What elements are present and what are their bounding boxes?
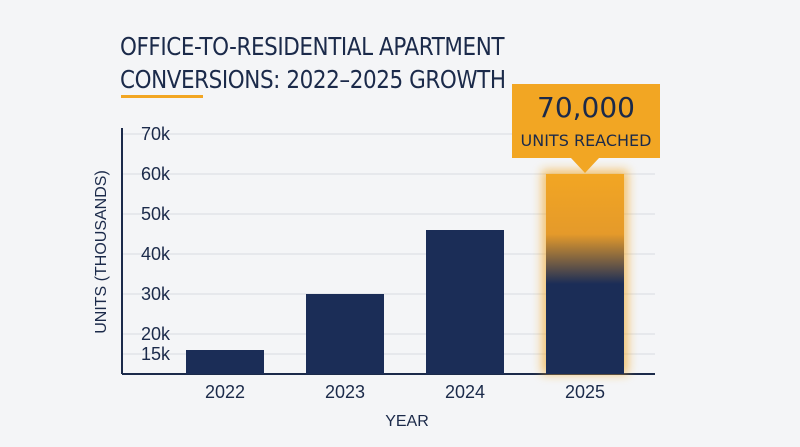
y-tick-label: 50k: [141, 204, 171, 224]
callout-label: UNITS REACHED: [521, 131, 652, 150]
x-tick-label: 2022: [205, 382, 245, 402]
title-underline: [121, 95, 203, 98]
callout: 70,000 UNITS REACHED: [512, 84, 660, 173]
chart-title-line-2: CONVERSIONS: 2022–2025 GROWTH: [120, 65, 506, 94]
x-axis-title: YEAR: [385, 413, 429, 430]
x-tick-label: 2025: [565, 382, 605, 402]
bar-2024: [426, 230, 504, 374]
y-tick-label: 40k: [141, 244, 171, 264]
x-tick-label: 2023: [325, 382, 365, 402]
y-tick-label: 60k: [141, 164, 171, 184]
y-tick-label: 20k: [141, 324, 171, 344]
bar-2025: [546, 174, 624, 374]
callout-value: 70,000: [537, 91, 635, 124]
chart-title-line-1: OFFICE-TO-RESIDENTIAL APARTMENT: [120, 32, 505, 61]
y-tick-label: 30k: [141, 284, 171, 304]
chart-title: OFFICE-TO-RESIDENTIAL APARTMENT CONVERSI…: [120, 30, 567, 96]
bar-2022: [186, 350, 264, 374]
y-tick-label: 70k: [141, 124, 171, 144]
y-tick-label: 15k: [141, 344, 171, 364]
x-tick-label: 2024: [445, 382, 485, 402]
bar-2023: [306, 294, 384, 374]
callout-box: [512, 84, 660, 173]
y-axis-title: UNITS (THOUSANDS): [93, 170, 110, 334]
